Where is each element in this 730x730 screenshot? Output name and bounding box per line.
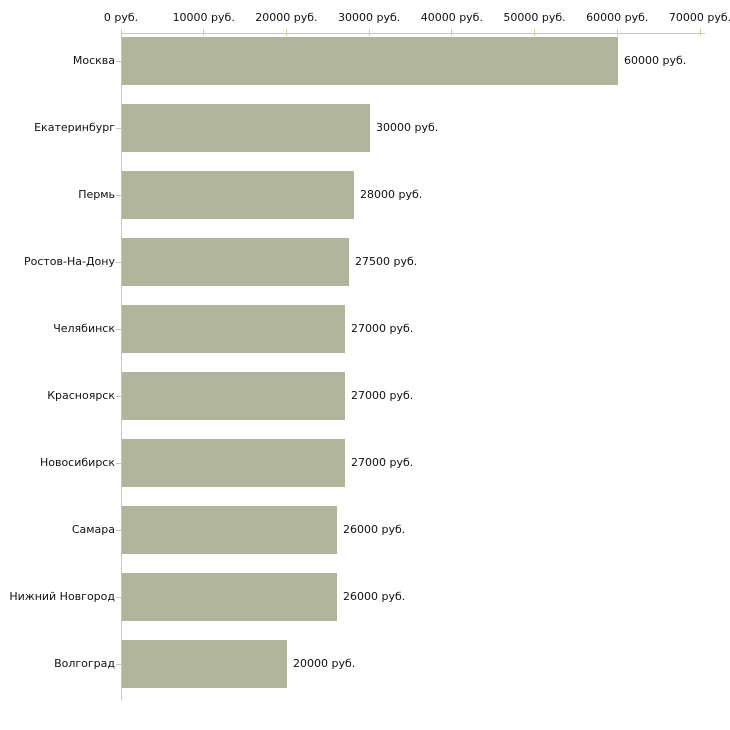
value-label: 26000 руб. [343, 523, 406, 536]
x-axis-tick-label: 40000 руб. [420, 11, 483, 24]
category-tick [116, 463, 121, 464]
category-label: Челябинск [53, 322, 115, 335]
category-label: Самара [71, 523, 115, 536]
category-tick [116, 396, 121, 397]
x-axis-tick [203, 29, 205, 36]
category-label: Пермь [78, 188, 115, 201]
bar [122, 439, 345, 487]
y-axis-line [121, 33, 122, 700]
bar [122, 506, 337, 554]
bar [122, 305, 345, 353]
value-label: 27000 руб. [351, 389, 414, 402]
value-label: 27500 руб. [355, 255, 418, 268]
x-axis-tick-label: 30000 руб. [338, 11, 401, 24]
x-axis-tick [616, 29, 618, 36]
category-tick [116, 195, 121, 196]
bar [122, 372, 345, 420]
x-axis-tick [451, 29, 453, 36]
x-axis-tick [699, 29, 701, 36]
category-tick [116, 597, 121, 598]
x-axis-tick [534, 29, 536, 36]
value-label: 27000 руб. [351, 322, 414, 335]
value-label: 27000 руб. [351, 456, 414, 469]
x-axis-tick-label: 20000 руб. [255, 11, 318, 24]
category-tick [116, 664, 121, 665]
x-axis-tick [120, 29, 122, 36]
category-label: Новосибирск [39, 456, 115, 469]
bar [122, 171, 354, 219]
category-label: Ростов-На-Дону [23, 255, 115, 268]
x-axis-tick-label: 50000 руб. [503, 11, 566, 24]
category-label: Волгоград [54, 657, 115, 670]
category-label: Екатеринбург [34, 121, 115, 134]
category-tick [116, 128, 121, 129]
x-axis-tick-label: 0 руб. [103, 11, 139, 24]
bar [122, 37, 618, 85]
category-tick [116, 61, 121, 62]
bar [122, 238, 349, 286]
category-label: Красноярск [47, 389, 115, 402]
bar [122, 573, 337, 621]
value-label: 28000 руб. [360, 188, 423, 201]
x-axis-tick-label: 70000 руб. [668, 11, 730, 24]
value-label: 30000 руб. [376, 121, 439, 134]
x-axis-tick-label: 10000 руб. [172, 11, 235, 24]
value-label: 60000 руб. [624, 54, 687, 67]
x-axis-tick-label: 60000 руб. [586, 11, 649, 24]
value-label: 26000 руб. [343, 590, 406, 603]
x-axis-tick [285, 29, 287, 36]
x-axis-tick [368, 29, 370, 36]
category-label: Нижний Новгород [9, 590, 115, 603]
category-tick [116, 329, 121, 330]
bar [122, 640, 287, 688]
category-label: Москва [72, 54, 115, 67]
category-tick [116, 530, 121, 531]
x-axis-line [121, 33, 705, 34]
value-label: 20000 руб. [293, 657, 356, 670]
bar [122, 104, 370, 152]
category-tick [116, 262, 121, 263]
